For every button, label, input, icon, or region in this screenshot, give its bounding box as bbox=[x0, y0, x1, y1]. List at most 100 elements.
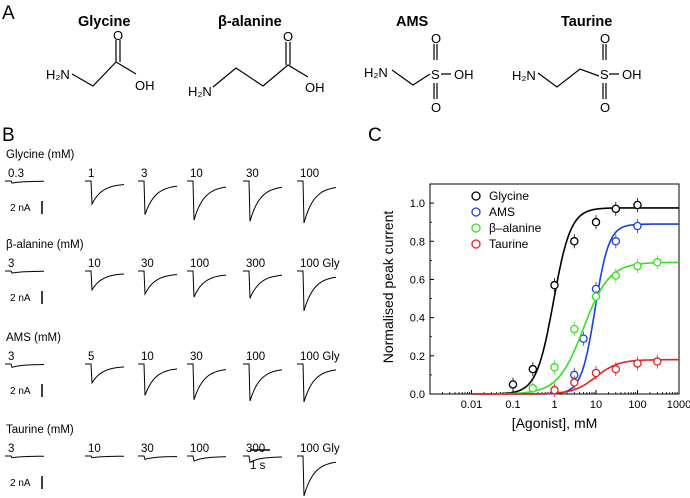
data-point bbox=[528, 384, 538, 393]
x-tick-label: 0.01 bbox=[461, 399, 482, 411]
y-tick-label: 0.4 bbox=[410, 313, 425, 325]
fit-curve-3 bbox=[471, 358, 679, 395]
concentration-label: 3 bbox=[8, 351, 14, 363]
current-trace bbox=[138, 270, 178, 296]
current-trace bbox=[243, 180, 283, 222]
bond-lines bbox=[391, 44, 451, 99]
amplitude-scale-label: 2 nA bbox=[10, 293, 31, 304]
atom-sulfur: S bbox=[431, 67, 440, 82]
compound-name-glycine: Glycine bbox=[78, 14, 130, 30]
x-axis-label: [Agonist], mM bbox=[512, 415, 598, 431]
concentration-label: 10 bbox=[88, 443, 101, 455]
x-tick-label: 100 bbox=[628, 399, 646, 411]
data-point bbox=[611, 204, 621, 214]
current-trace bbox=[85, 180, 125, 206]
current-trace bbox=[187, 455, 226, 462]
group-title: β-alanine (mM) bbox=[6, 239, 84, 251]
concentration-label: 100 bbox=[190, 443, 209, 455]
atom-oxo-bottom: O bbox=[431, 100, 441, 115]
atom-oxo-bottom: O bbox=[600, 100, 610, 115]
current-trace bbox=[5, 180, 44, 184]
fit-curve-0 bbox=[471, 207, 679, 395]
atom-carbonyl: O bbox=[113, 28, 123, 43]
legend-label: AMS bbox=[489, 205, 515, 219]
concentration-label: 100 Gly bbox=[300, 351, 340, 363]
legend-marker bbox=[471, 239, 481, 249]
data-point bbox=[550, 363, 559, 372]
legend-label: Taurine bbox=[489, 237, 529, 251]
current-trace bbox=[138, 180, 178, 215]
amplitude-scale-label: 2 nA bbox=[10, 386, 31, 397]
current-trace bbox=[297, 455, 337, 497]
current-trace bbox=[85, 270, 125, 292]
y-tick-label: 1.0 bbox=[410, 198, 425, 210]
amplitude-scale-label: 2 nA bbox=[10, 203, 31, 214]
data-point bbox=[653, 258, 662, 267]
ams-structure: AMS H₂N S O O OH bbox=[364, 14, 474, 115]
data-point bbox=[653, 357, 662, 366]
concentration-label: 1 bbox=[88, 168, 94, 180]
atom-hydroxyl: OH bbox=[305, 80, 325, 95]
current-trace bbox=[243, 270, 283, 299]
beta-alanine-structure: β-alanine H₂N O OH bbox=[188, 14, 325, 99]
concentration-label: 10 bbox=[190, 168, 203, 180]
time-scale-label: 1 s bbox=[250, 460, 266, 472]
y-tick-label: 0.6 bbox=[410, 274, 425, 286]
atom-oxo-top: O bbox=[600, 31, 610, 46]
concentration-label: 0.3 bbox=[8, 168, 24, 180]
y-tick-label: 0.2 bbox=[410, 351, 425, 363]
atom-hydroxyl: OH bbox=[135, 78, 155, 93]
data-point bbox=[611, 237, 621, 246]
data-point bbox=[611, 364, 621, 374]
concentration-label: 100 Gly bbox=[300, 443, 340, 455]
concentration-label: 100 bbox=[300, 168, 319, 180]
current-trace bbox=[138, 363, 178, 396]
atom-amine: H₂N bbox=[364, 65, 388, 80]
panel-a-label: A bbox=[2, 3, 15, 24]
concentration-label: 300 bbox=[246, 443, 265, 455]
current-trace bbox=[5, 363, 45, 369]
glycine-structure: Glycine H₂N O OH bbox=[46, 14, 155, 93]
taurine-structure: Taurine H₂N S O O OH bbox=[512, 14, 642, 115]
data-point bbox=[550, 385, 559, 395]
concentration-label: 10 bbox=[141, 351, 154, 363]
data-point bbox=[591, 368, 601, 378]
compound-name-ams: AMS bbox=[396, 14, 429, 30]
data-point bbox=[508, 380, 518, 389]
data-point bbox=[611, 271, 621, 280]
legend-marker bbox=[471, 191, 481, 201]
y-tick-label: 0.0 bbox=[410, 389, 425, 401]
current-trace bbox=[243, 363, 283, 402]
group-title: AMS (mM) bbox=[6, 332, 61, 344]
concentration-label: 10 bbox=[88, 258, 101, 270]
panel-b-label: B bbox=[2, 125, 15, 146]
atom-carbonyl: O bbox=[283, 29, 293, 44]
concentration-label: 30 bbox=[246, 168, 259, 180]
data-point bbox=[570, 378, 579, 387]
atom-amine: H₂N bbox=[188, 84, 212, 99]
current-trace bbox=[187, 363, 227, 400]
group-title: Glycine (mM) bbox=[6, 149, 75, 161]
trace-panel: Glycine (mM) 0.3 1 3 10 30 100 2 nA β-alanine (m… bbox=[5, 149, 340, 497]
dose-response-chart: 0.01 0.1 1 10 100 1000 0.0 0.2 0.4 0.6 0.8 1.0 [Agon… bbox=[380, 183, 690, 431]
legend-label: β–alanine bbox=[489, 221, 542, 235]
atom-sulfur: S bbox=[600, 67, 609, 82]
compound-name-taurine: Taurine bbox=[561, 14, 612, 30]
legend-marker bbox=[471, 207, 481, 217]
current-trace bbox=[187, 180, 227, 221]
concentration-label: 300 bbox=[246, 258, 265, 270]
data-point bbox=[591, 217, 601, 227]
atom-amine: H₂N bbox=[46, 67, 70, 82]
current-trace bbox=[85, 455, 124, 459]
data-point bbox=[550, 280, 559, 290]
y-axis-label: Normalised peak current bbox=[380, 211, 396, 364]
current-trace bbox=[243, 455, 282, 464]
current-trace bbox=[297, 363, 337, 402]
legend-marker bbox=[471, 223, 481, 233]
x-tick-label: 1000 bbox=[667, 399, 690, 411]
atom-hydroxyl: OH bbox=[622, 67, 642, 82]
concentration-label: 100 Gly bbox=[300, 258, 340, 270]
compound-name-beta-alanine: β-alanine bbox=[218, 14, 282, 30]
legend-label: Glycine bbox=[489, 189, 529, 203]
